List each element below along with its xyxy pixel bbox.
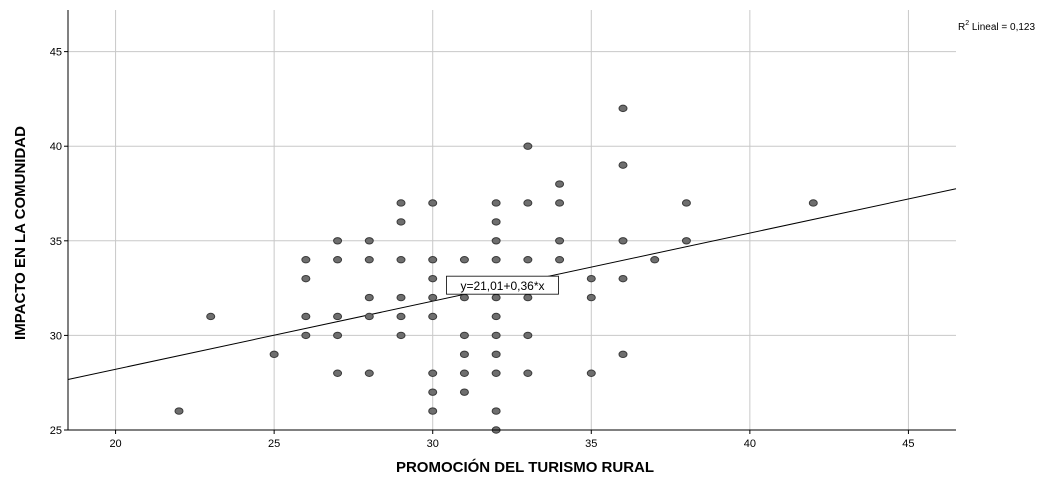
data-point <box>396 218 406 226</box>
data-point <box>491 407 501 415</box>
y-axis-title: IMPACTO EN LA COMUNIDAD <box>12 126 29 340</box>
data-point <box>523 142 533 150</box>
data-point <box>364 293 374 302</box>
data-point <box>459 388 469 396</box>
fit-equation-label: y=21,01+0,36*x <box>460 279 544 293</box>
data-point <box>618 237 628 245</box>
y-tick-label: 30 <box>50 330 62 342</box>
data-point <box>428 407 438 415</box>
data-point <box>681 237 691 245</box>
data-point <box>618 274 628 283</box>
data-point <box>459 256 469 264</box>
x-tick-label: 20 <box>109 438 121 450</box>
data-point <box>491 199 501 207</box>
data-point <box>396 312 406 321</box>
x-tick-label: 35 <box>585 438 597 450</box>
data-point <box>523 293 533 302</box>
y-tick-label: 40 <box>50 141 62 153</box>
data-point <box>555 199 565 207</box>
data-point <box>396 256 406 264</box>
data-point <box>428 388 438 396</box>
data-point <box>459 293 469 302</box>
data-point <box>523 369 533 377</box>
data-point <box>618 104 628 113</box>
equation-box-frame <box>446 275 559 295</box>
data-point <box>364 256 374 264</box>
data-point <box>459 331 469 340</box>
data-point <box>333 369 343 377</box>
data-point <box>206 312 216 321</box>
data-point <box>586 369 596 377</box>
data-point <box>491 293 501 302</box>
data-point <box>586 293 596 302</box>
data-point <box>364 369 374 377</box>
data-point <box>428 199 438 207</box>
data-point <box>333 331 343 340</box>
data-point <box>459 369 469 377</box>
data-point <box>650 256 660 264</box>
data-point <box>301 256 311 264</box>
data-point <box>523 199 533 207</box>
data-point <box>396 331 406 340</box>
x-tick-label: 30 <box>427 438 439 450</box>
data-point <box>523 256 533 264</box>
data-points <box>174 104 818 434</box>
data-point <box>555 256 565 264</box>
data-point <box>301 274 311 283</box>
x-tick-labels: 20 25 30 35 40 45 <box>109 438 914 450</box>
data-point <box>555 237 565 245</box>
y-tick-label: 35 <box>50 236 62 248</box>
data-point <box>618 350 628 359</box>
data-point <box>364 237 374 245</box>
data-point <box>459 350 469 359</box>
data-point <box>491 369 501 377</box>
data-point <box>428 369 438 377</box>
data-point <box>618 161 628 169</box>
x-tick-label: 40 <box>744 438 756 450</box>
data-point <box>428 274 438 283</box>
x-axis-title: PROMOCIÓN DEL TURISMO RURAL <box>396 458 654 476</box>
data-point <box>491 237 501 245</box>
equation-box: y=21,01+0,36*x <box>446 275 559 295</box>
data-point <box>364 312 374 321</box>
y-tick-label: 25 <box>50 425 62 437</box>
data-point <box>428 256 438 264</box>
data-point <box>333 237 343 245</box>
data-point <box>491 312 501 321</box>
data-point <box>396 199 406 207</box>
x-tick-label: 45 <box>902 438 914 450</box>
data-point <box>491 331 501 340</box>
data-point <box>396 293 406 302</box>
data-point <box>174 407 184 415</box>
data-point <box>586 274 596 283</box>
data-point <box>681 199 691 207</box>
y-tick-label: 45 <box>50 47 62 59</box>
r2-label: R2 Lineal = 0,123 <box>958 20 1035 33</box>
data-point <box>428 293 438 302</box>
axes <box>64 10 956 434</box>
grid-lines <box>68 10 956 431</box>
data-point <box>301 331 311 340</box>
data-point <box>491 256 501 264</box>
data-point <box>301 312 311 321</box>
data-point <box>428 312 438 321</box>
data-point <box>491 218 501 226</box>
data-point <box>523 331 533 340</box>
data-point <box>333 312 343 321</box>
data-point <box>555 180 565 188</box>
y-tick-labels: 25 30 35 40 45 <box>50 47 62 437</box>
data-point <box>808 199 818 207</box>
data-point <box>269 350 279 359</box>
data-point <box>333 256 343 264</box>
data-point <box>491 350 501 359</box>
x-tick-label: 25 <box>268 438 280 450</box>
